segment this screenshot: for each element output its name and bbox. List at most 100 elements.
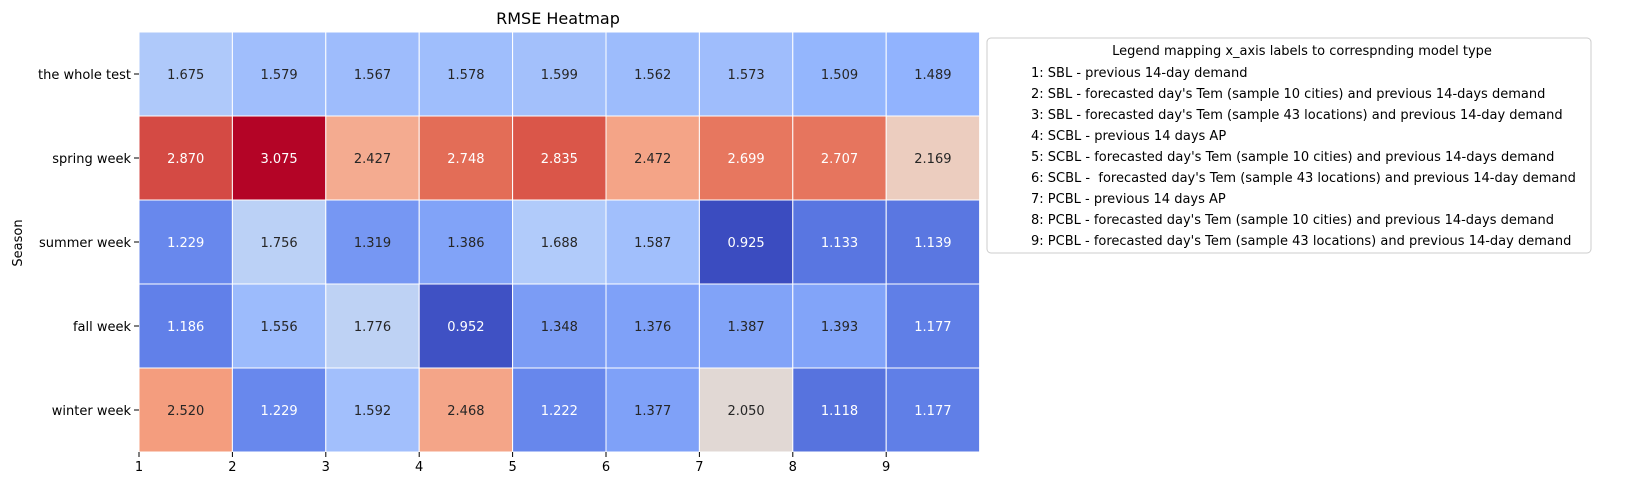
cell-value-label: 1.675: [167, 68, 204, 83]
heatmap-cell: [325, 199, 420, 285]
heatmap-cell: [698, 367, 794, 453]
cell-value-label: 1.578: [447, 68, 484, 83]
heatmap-cell: [512, 199, 607, 285]
cell-value-label: 2.870: [167, 152, 204, 167]
y-tick-label: fall week: [73, 320, 132, 335]
y-tick-label: spring week: [52, 152, 131, 167]
cell-value-label: 1.393: [821, 320, 858, 335]
heatmap-cell: [792, 283, 887, 369]
legend: Legend mapping x_axis labels to correspn…: [986, 37, 1592, 254]
heatmap-cell: [512, 115, 607, 201]
cell-value-label: 2.520: [167, 404, 204, 419]
cell-value-label: 1.133: [821, 236, 858, 251]
heatmap-cell: [138, 367, 233, 453]
legend-entry: 8: PCBL - forecasted day's Tem (sample 1…: [1031, 213, 1554, 228]
cell-value-label: 1.567: [354, 68, 391, 83]
cell-value-label: 1.556: [260, 320, 297, 335]
cell-value-label: 2.699: [727, 152, 764, 167]
x-tick-label: 5: [508, 460, 516, 475]
heatmap-cell: [231, 31, 327, 117]
cell-value-label: 1.592: [354, 404, 391, 419]
x-axis: 1 2 3 4 5 6 7 8 9: [135, 452, 890, 475]
cell-value-label: 2.472: [634, 152, 671, 167]
heatmap-cell: [512, 367, 607, 453]
heatmap-cell: [605, 115, 700, 201]
heatmap-cell: [138, 31, 233, 117]
heatmap-cell: [885, 115, 981, 201]
heatmap-cell: [418, 31, 514, 117]
cell-value-label: 1.387: [727, 320, 764, 335]
chart-title: RMSE Heatmap: [496, 9, 620, 28]
legend-entry: 3: SBL - forecasted day's Tem (sample 43…: [1031, 108, 1563, 123]
heatmap-cell: [605, 367, 700, 453]
x-tick-label: 7: [695, 460, 703, 475]
y-tick-label: summer week: [39, 236, 131, 251]
cell-value-label: 1.599: [541, 68, 578, 83]
x-tick-label: 4: [415, 460, 423, 475]
cell-value-label: 1.319: [354, 236, 391, 251]
heatmap-cell: [418, 367, 514, 453]
heatmap-cell: [698, 199, 794, 285]
cell-value-label: 2.707: [821, 152, 858, 167]
heatmap-cell: [418, 283, 514, 369]
legend-entry: 2: SBL - forecasted day's Tem (sample 10…: [1031, 87, 1545, 102]
heatmap-cell: [792, 115, 887, 201]
heatmap-cell: [231, 367, 327, 453]
cell-value-label: 1.489: [914, 68, 951, 83]
cell-value-label: 1.177: [914, 320, 951, 335]
y-tick-label: winter week: [52, 404, 132, 419]
heatmap-cell: [792, 31, 887, 117]
heatmap-cell: [325, 367, 420, 453]
cell-value-label: 0.952: [447, 320, 484, 335]
legend-entry: 7: PCBL - previous 14 days AP: [1031, 192, 1226, 207]
cell-value-label: 1.579: [260, 68, 297, 83]
cell-value-label: 2.050: [727, 404, 764, 419]
cell-value-label: 1.229: [260, 404, 297, 419]
heatmap-cell: [512, 31, 607, 117]
cell-value-label: 1.386: [447, 236, 484, 251]
heatmap-cells: 1.675 1.579 1.567 1.578 1.599 1.562 1.573 1.509…: [138, 31, 981, 453]
cell-value-label: 2.468: [447, 404, 484, 419]
heatmap-cell: [325, 115, 420, 201]
x-tick-label: 8: [789, 460, 797, 475]
x-tick-label: 1: [135, 460, 143, 475]
heatmap-cell: [231, 199, 327, 285]
x-tick-label: 6: [602, 460, 610, 475]
heatmap-cell: [418, 115, 514, 201]
legend-title: Legend mapping x_axis labels to correspn…: [1112, 44, 1492, 59]
y-axis: the whole test spring week summer week fall…: [38, 68, 139, 419]
heatmap-cell: [885, 367, 981, 453]
legend-frame: [986, 37, 1592, 254]
cell-value-label: 1.573: [727, 68, 764, 83]
cell-value-label: 1.756: [260, 236, 297, 251]
cell-value-label: 1.177: [914, 404, 951, 419]
heatmap-cell: [138, 199, 233, 285]
legend-entry: 5: SCBL - forecasted day's Tem (sample 1…: [1031, 150, 1554, 165]
heatmap-cell: [138, 283, 233, 369]
cell-value-label: 1.562: [634, 68, 671, 83]
x-tick-label: 2: [228, 460, 236, 475]
heatmap-cell: [418, 199, 514, 285]
cell-value-label: 2.427: [354, 152, 391, 167]
heatmap-cell: [325, 31, 420, 117]
cell-value-label: 2.169: [914, 152, 951, 167]
y-tick-label: the whole test: [38, 68, 131, 83]
legend-entry: 9: PCBL - forecasted day's Tem (sample 4…: [1031, 234, 1571, 249]
cell-value-label: 1.222: [541, 404, 578, 419]
cell-value-label: 1.377: [634, 404, 671, 419]
heatmap-cell: [605, 31, 700, 117]
cell-value-label: 1.509: [821, 68, 858, 83]
cell-value-label: 1.186: [167, 320, 204, 335]
y-axis-label: Season: [11, 219, 26, 266]
cell-value-label: 2.748: [447, 152, 484, 167]
cell-value-label: 1.348: [541, 320, 578, 335]
x-tick-label: 9: [882, 460, 890, 475]
cell-value-label: 1.776: [354, 320, 391, 335]
cell-value-label: 1.139: [914, 236, 951, 251]
x-tick-label: 3: [322, 460, 330, 475]
cell-value-label: 1.229: [167, 236, 204, 251]
cell-value-label: 0.925: [727, 236, 764, 251]
legend-entry: 4: SCBL - previous 14 days AP: [1031, 129, 1226, 144]
cell-value-label: 1.587: [634, 236, 671, 251]
